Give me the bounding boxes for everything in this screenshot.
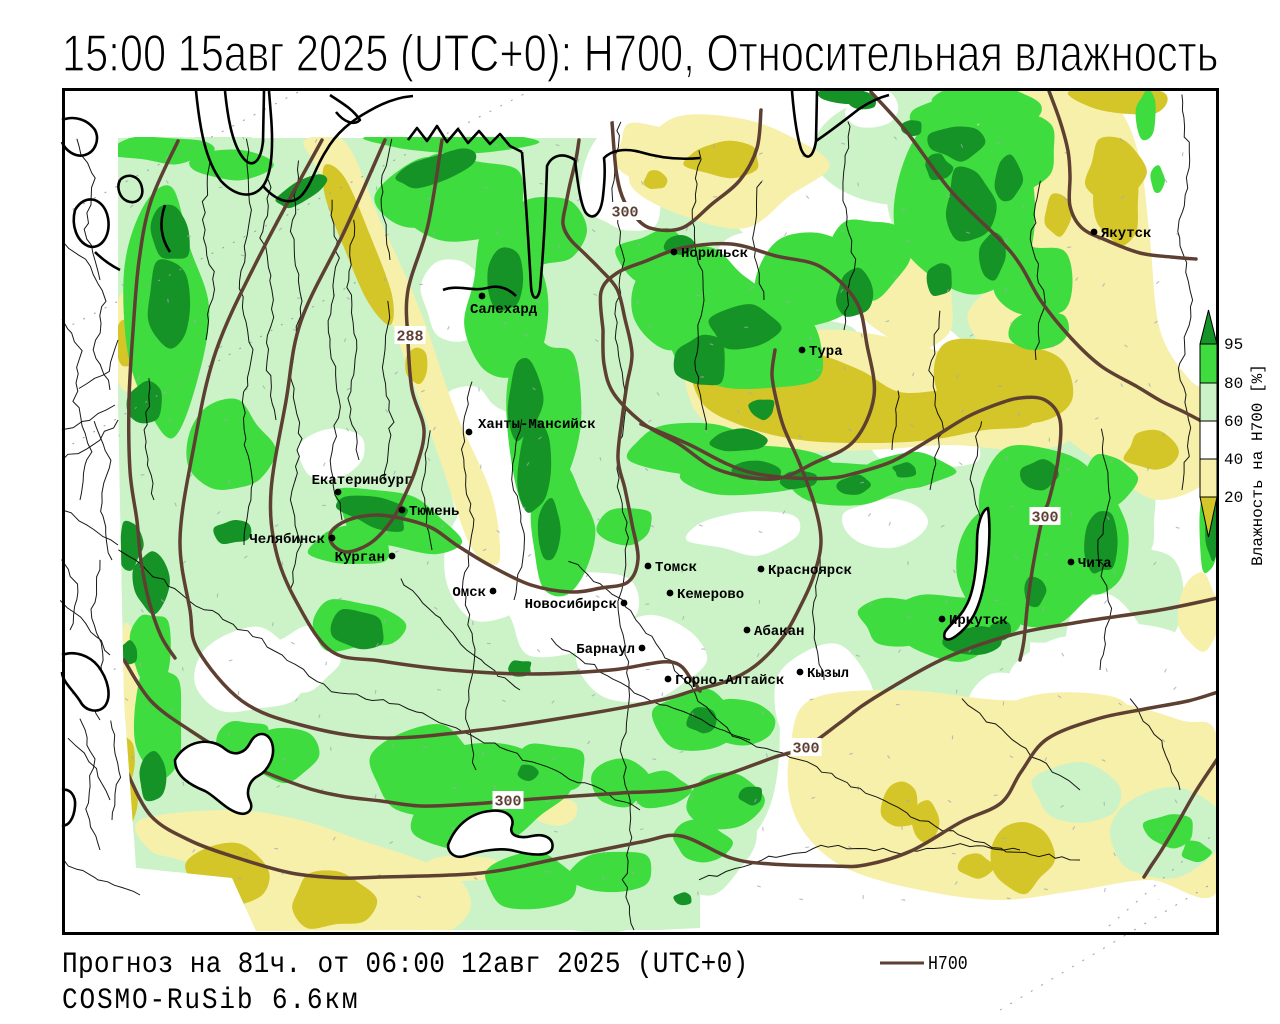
- svg-text:Якутск: Якутск: [1101, 226, 1151, 242]
- svg-text:300: 300: [611, 205, 638, 222]
- svg-text:95: 95: [1224, 336, 1243, 354]
- svg-text:Чита: Чита: [1078, 556, 1112, 572]
- svg-text:Новосибирск: Новосибирск: [525, 597, 617, 613]
- svg-text:288: 288: [396, 329, 423, 346]
- svg-text:Курган: Курган: [335, 550, 385, 566]
- svg-text:40: 40: [1224, 451, 1243, 469]
- svg-text:Норильск: Норильск: [681, 246, 748, 262]
- svg-text:Кызыл: Кызыл: [807, 666, 849, 682]
- svg-text:Иркутск: Иркутск: [949, 613, 1008, 629]
- svg-text:Ханты-Мансийск: Ханты-Мансийск: [478, 417, 596, 433]
- svg-text:Барнаул: Барнаул: [576, 642, 635, 658]
- svg-text:80: 80: [1224, 375, 1243, 393]
- svg-text:Омск: Омск: [452, 585, 486, 601]
- svg-text:60: 60: [1224, 413, 1243, 431]
- svg-text:Влажность на H700 [%]: Влажность на H700 [%]: [1249, 364, 1267, 566]
- svg-text:Кемерово: Кемерово: [677, 587, 744, 603]
- svg-text:Тура: Тура: [809, 344, 843, 360]
- svg-text:Томск: Томск: [655, 560, 697, 576]
- svg-text:300: 300: [494, 794, 521, 811]
- svg-text:Челябинск: Челябинск: [249, 532, 325, 548]
- svg-text:Салехард: Салехард: [470, 302, 538, 318]
- svg-text:300: 300: [1031, 510, 1058, 527]
- svg-text:Екатеринбург: Екатеринбург: [312, 473, 413, 489]
- svg-text:300: 300: [792, 741, 819, 758]
- svg-text:20: 20: [1224, 489, 1243, 507]
- svg-text:Красноярск: Красноярск: [768, 563, 852, 579]
- svg-text:Тюмень: Тюмень: [409, 504, 459, 520]
- svg-text:Горно-Алтайск: Горно-Алтайск: [675, 673, 784, 689]
- svg-text:Абакан: Абакан: [754, 624, 804, 640]
